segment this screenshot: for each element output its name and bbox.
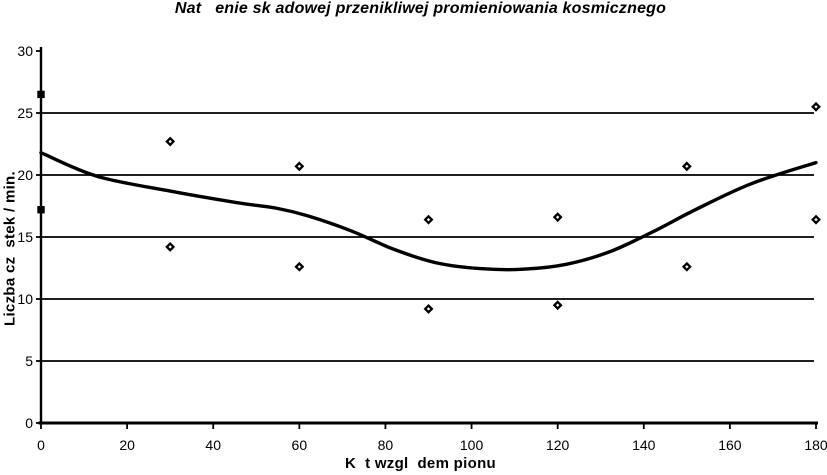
data-point-marker xyxy=(552,212,563,223)
data-point-marker xyxy=(37,90,45,99)
data-point-marker xyxy=(681,261,692,272)
y-tick-label: 30 xyxy=(17,43,33,59)
x-tick-label: 60 xyxy=(292,437,308,453)
x-tick-label: 40 xyxy=(205,437,221,453)
data-point-marker xyxy=(165,136,176,147)
y-tick-label: 20 xyxy=(17,167,33,183)
x-tick-label: 180 xyxy=(804,437,827,453)
y-tick-label: 10 xyxy=(17,291,33,307)
y-tick-label: 5 xyxy=(25,353,33,369)
data-point-marker xyxy=(423,303,434,314)
data-point-marker xyxy=(37,206,45,214)
trend-curve xyxy=(39,151,818,272)
data-point-marker xyxy=(294,161,305,172)
data-point-marker xyxy=(681,161,692,172)
y-tick-label: 25 xyxy=(17,105,33,121)
data-point-marker xyxy=(552,300,563,311)
chart-title: Nat enie sk adowej przenikliwej promieni… xyxy=(174,0,667,17)
x-tick-label: 160 xyxy=(718,437,742,453)
data-point-marker xyxy=(294,261,305,272)
x-axis-title: K t wzgl dem pionu xyxy=(345,455,496,472)
x-tick-label: 140 xyxy=(632,437,656,453)
x-tick-label: 100 xyxy=(460,437,484,453)
data-point-marker xyxy=(423,214,434,225)
y-tick-label: 0 xyxy=(25,415,33,431)
x-tick-label: 120 xyxy=(546,437,570,453)
x-tick-label: 0 xyxy=(37,437,45,453)
x-tick-label: 80 xyxy=(378,437,394,453)
data-point-marker xyxy=(811,101,821,112)
y-tick-label: 15 xyxy=(17,229,33,245)
data-point-marker xyxy=(811,214,821,225)
x-tick-label: 20 xyxy=(119,437,135,453)
data-point-marker xyxy=(165,241,176,252)
